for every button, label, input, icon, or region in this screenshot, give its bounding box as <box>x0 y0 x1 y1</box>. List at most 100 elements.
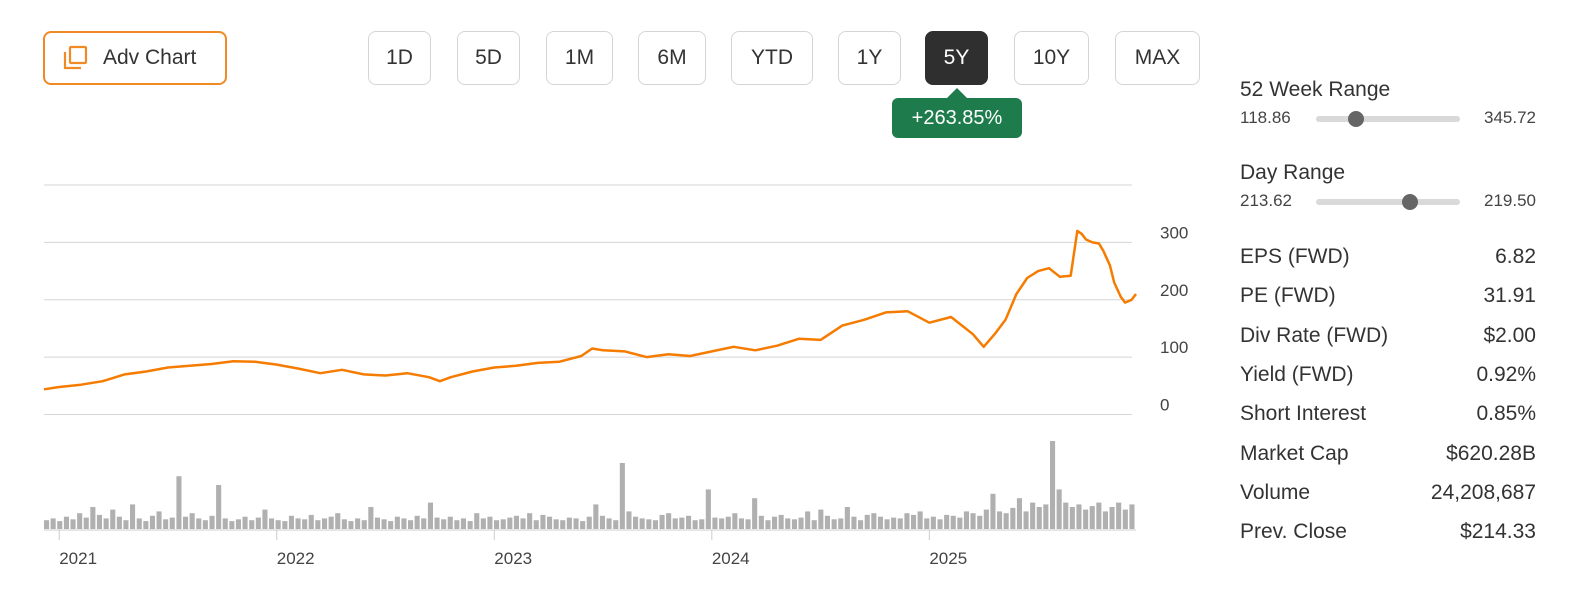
week52-title: 52 Week Range <box>1240 78 1391 101</box>
volume-bar <box>553 519 559 529</box>
volume-bar <box>480 518 486 529</box>
volume-bar <box>408 520 414 529</box>
volume-bar <box>871 513 877 529</box>
range-button-max[interactable]: MAX <box>1115 31 1200 85</box>
volume-bar <box>130 504 136 529</box>
stat-row: Short Interest 0.85% <box>1240 400 1536 428</box>
range-button-5d[interactable]: 5D <box>457 31 520 85</box>
volume-bar <box>341 519 347 529</box>
volume-bar <box>745 519 751 529</box>
volume-bar <box>1036 507 1042 529</box>
volume-bar <box>580 521 586 529</box>
volume-bar <box>183 516 189 529</box>
volume-bar <box>460 518 466 529</box>
volume-bar <box>70 519 76 529</box>
volume-bar <box>824 515 830 529</box>
volume-bar <box>447 516 453 529</box>
x-axis-ticks: 2021 2022 2023 2024 2025 <box>58 530 967 568</box>
volume-bar <box>308 514 314 529</box>
stat-label: PE (FWD) <box>1240 284 1336 308</box>
y-tick-label: 300 <box>1160 223 1188 242</box>
volume-bar <box>791 519 797 529</box>
volume-bar <box>176 476 182 529</box>
volume-bar <box>639 518 645 529</box>
volume-bar <box>1129 504 1135 529</box>
volume-bar <box>686 515 692 529</box>
volume-bar <box>633 516 639 529</box>
volume-bar <box>520 518 526 529</box>
volume-bar <box>103 518 109 529</box>
volume-bar <box>672 518 678 529</box>
week52-low: 118.86 <box>1240 108 1291 127</box>
x-tick-label: 2024 <box>712 549 750 568</box>
volume-bar <box>474 513 480 529</box>
volume-bar <box>275 520 281 529</box>
price-line <box>43 229 1137 391</box>
volume-bar <box>322 518 328 529</box>
volume-bar <box>785 518 791 529</box>
stat-label: Market Cap <box>1240 441 1349 465</box>
volume-bar <box>63 516 69 529</box>
volume-bar <box>414 515 420 529</box>
volume-bar <box>560 520 566 529</box>
volume-bar <box>659 514 665 529</box>
volume-bar <box>652 520 658 529</box>
volume-bar <box>844 507 850 529</box>
week52-high: 345.72 <box>1484 108 1536 127</box>
adv-chart-button[interactable]: Adv Chart <box>43 31 227 85</box>
stat-value: 0.92% <box>1476 362 1536 386</box>
volume-bar <box>679 517 685 529</box>
adv-chart-label: Adv Chart <box>103 46 197 69</box>
volume-bar <box>1102 511 1108 529</box>
volume-bar <box>209 515 215 529</box>
volume-bar <box>805 511 811 529</box>
stat-value: $2.00 <box>1483 323 1536 347</box>
volume-bar <box>507 517 513 529</box>
volume-bar <box>758 515 764 529</box>
volume-bar <box>136 518 142 529</box>
volume-bar <box>454 520 460 529</box>
range-button-1m[interactable]: 1M <box>546 31 613 85</box>
volume-bar <box>778 514 784 529</box>
volume-bar <box>249 520 255 529</box>
volume-bar <box>50 518 56 529</box>
volume-bar <box>348 521 354 529</box>
volume-bar <box>957 517 963 529</box>
volume-bar <box>1076 504 1082 529</box>
volume-bar <box>1063 502 1069 529</box>
volume-bar <box>368 507 374 529</box>
volume-bar <box>262 509 268 529</box>
stat-row: Yield (FWD) 0.92% <box>1240 361 1536 389</box>
volume-bar <box>566 517 572 529</box>
volume-bar <box>295 518 301 529</box>
volume-bar <box>467 521 473 529</box>
volume-bar <box>765 520 771 529</box>
stat-value: 6.82 <box>1495 245 1536 268</box>
volume-bar <box>163 519 169 529</box>
volume-bar <box>355 518 361 529</box>
volume-bar <box>738 518 744 529</box>
range-button-6m[interactable]: 6M <box>638 31 706 85</box>
day-range-title: Day Range <box>1240 161 1346 184</box>
range-button-1y[interactable]: 1Y <box>838 31 901 85</box>
range-button-5y[interactable]: 5Y <box>925 31 988 85</box>
range-button-1d[interactable]: 1D <box>368 31 431 85</box>
range-button-10y[interactable]: 10Y <box>1014 31 1089 85</box>
volume-bar <box>533 520 539 529</box>
y-axis-ticks: 0 100 200 300 <box>1160 223 1188 414</box>
day-low: 213.62 <box>1240 191 1292 210</box>
volume-bar <box>818 509 824 529</box>
volume-bar <box>950 515 956 529</box>
volume-bar <box>626 511 632 529</box>
volume-bar <box>937 519 943 529</box>
volume-bar <box>1043 504 1049 529</box>
change-badge: +263.85% <box>892 88 1022 138</box>
volume-bar <box>970 513 976 529</box>
stat-row: EPS (FWD) 6.82 <box>1240 243 1536 271</box>
volume-bar <box>725 516 731 529</box>
volume-bar <box>196 518 202 529</box>
range-button-ytd[interactable]: YTD <box>731 31 813 85</box>
volume-bar <box>613 520 619 529</box>
volume-bar <box>904 513 910 529</box>
volume-bar <box>586 516 592 529</box>
